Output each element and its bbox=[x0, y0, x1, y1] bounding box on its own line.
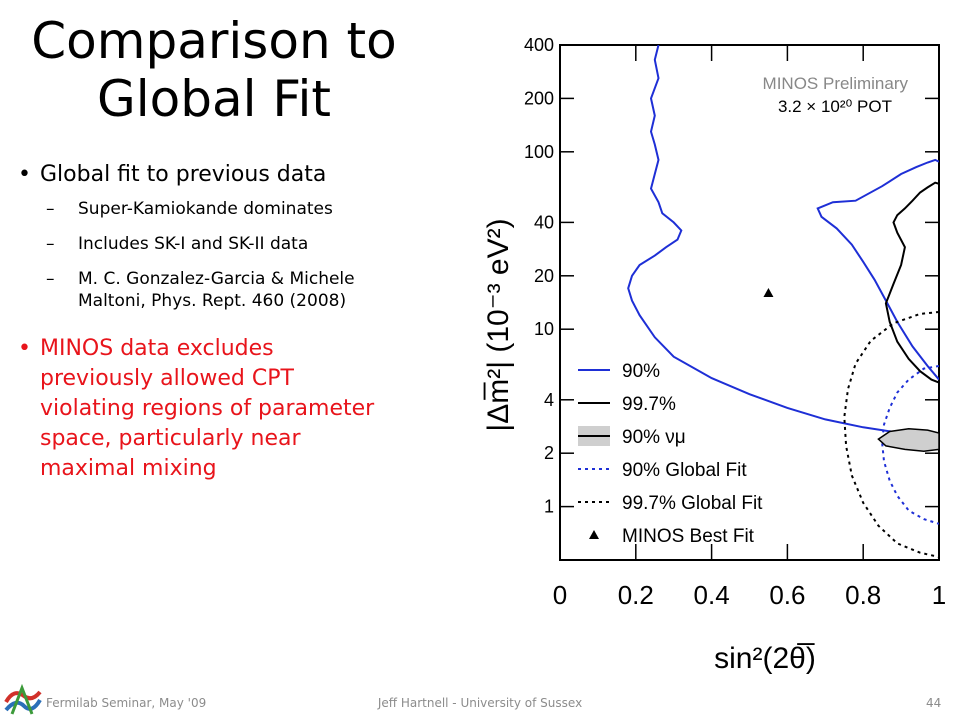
y-tick-label: 4 bbox=[544, 390, 554, 410]
x-tick-label: 0.6 bbox=[769, 580, 805, 610]
bullet-list: • Global fit to previous data – Super-Ka… bbox=[18, 160, 450, 492]
legend-label: MINOS Best Fit bbox=[622, 526, 755, 547]
page-number: 44 bbox=[926, 696, 942, 710]
legend-label: 90% νμ bbox=[622, 427, 686, 448]
markers bbox=[763, 287, 774, 297]
bullet-line: space, particularly near bbox=[40, 426, 301, 451]
legend-label: 90% Global Fit bbox=[622, 460, 747, 481]
y-tick-label: 40 bbox=[534, 212, 554, 232]
y-tick-label: 1 bbox=[544, 497, 554, 517]
annotation-line-2: 3.2 × 10²⁰ POT bbox=[778, 97, 892, 116]
y-tick-label: 200 bbox=[524, 88, 554, 108]
sub-bullet: – Includes SK-I and SK-II data bbox=[30, 233, 450, 255]
sub-bullet-text: Super-Kamiokande dominates bbox=[78, 199, 333, 219]
y-axis-label: |Δm̅²| (10⁻³ eV²) bbox=[482, 218, 515, 431]
bullet-line: previously allowed CPT bbox=[40, 366, 294, 391]
bullet-line: MINOS data excludes bbox=[40, 336, 274, 361]
page-title: Comparison to Global Fit bbox=[14, 12, 414, 128]
sub-bullet-text: Includes SK-I and SK-II data bbox=[78, 234, 309, 254]
bullet-text: Global fit to previous data bbox=[40, 162, 327, 187]
y-tick-label: 2 bbox=[544, 443, 554, 463]
legend-label: 99.7% bbox=[622, 394, 676, 415]
bullet-global-fit: • Global fit to previous data bbox=[18, 160, 450, 190]
title-line-1: Comparison to bbox=[31, 12, 397, 70]
series-region bbox=[877, 427, 939, 453]
contour-chart: 1 2 4 10 20 40 100 200 400 0 0.2 0.4 0.6 0.8 1 MINOS … bbox=[482, 35, 946, 675]
sub-bullet: – Super-Kamiokande dominates bbox=[30, 198, 450, 220]
series-line bbox=[884, 181, 939, 384]
bullet-line: maximal mixing bbox=[40, 456, 217, 481]
dash-icon: – bbox=[46, 269, 55, 289]
legend-label: 90% bbox=[622, 361, 660, 382]
y-tick-label: 100 bbox=[524, 142, 554, 162]
series-line bbox=[627, 45, 939, 437]
y-tick-label: 10 bbox=[534, 319, 554, 339]
contours bbox=[627, 45, 939, 558]
footer-left: Fermilab Seminar, May '09 bbox=[46, 696, 207, 710]
logo-icon bbox=[4, 684, 42, 715]
legend: 90% 99.7% 90% νμ 90% Global Fit 99.7% Global… bbox=[578, 361, 763, 547]
x-tick-label: 0.8 bbox=[845, 580, 881, 610]
dash-icon: – bbox=[46, 199, 55, 219]
legend-marker bbox=[589, 530, 599, 539]
bullet-line: violating regions of parameter bbox=[40, 396, 375, 421]
sub-bullet-text: Maltoni, Phys. Rept. 460 (2008) bbox=[78, 291, 347, 311]
title-line-2: Global Fit bbox=[96, 70, 331, 128]
x-tick-label: 0.4 bbox=[694, 580, 730, 610]
best-fit-marker bbox=[763, 287, 774, 297]
y-tick-label: 400 bbox=[524, 35, 554, 55]
bullet-dot-icon: • bbox=[18, 336, 31, 361]
annotation-line-1: MINOS Preliminary bbox=[763, 74, 909, 93]
plot-frame bbox=[559, 44, 940, 561]
footer-center: Jeff Hartnell - University of Sussex bbox=[377, 696, 583, 710]
x-tick-label: 1 bbox=[932, 580, 946, 610]
bullet-dot-icon: • bbox=[18, 162, 31, 187]
sub-bullet: – M. C. Gonzalez-Garcia & Michele Malton… bbox=[30, 268, 450, 312]
x-axis-label: sin²(2θ̅) bbox=[714, 642, 816, 675]
x-tick-label: 0.2 bbox=[618, 580, 654, 610]
y-ticks: 1 2 4 10 20 40 100 200 400 bbox=[524, 35, 939, 517]
x-ticks: 0 0.2 0.4 0.6 0.8 1 bbox=[553, 45, 946, 610]
bullet-minos-excludes: • MINOS data excludes previously allowed… bbox=[18, 334, 450, 484]
x-tick-label: 0 bbox=[553, 580, 567, 610]
legend-label: 99.7% Global Fit bbox=[622, 493, 763, 514]
sub-bullet-text: M. C. Gonzalez-Garcia & Michele bbox=[78, 269, 355, 289]
y-tick-label: 20 bbox=[534, 266, 554, 286]
series-line bbox=[843, 311, 939, 558]
dash-icon: – bbox=[46, 234, 55, 254]
